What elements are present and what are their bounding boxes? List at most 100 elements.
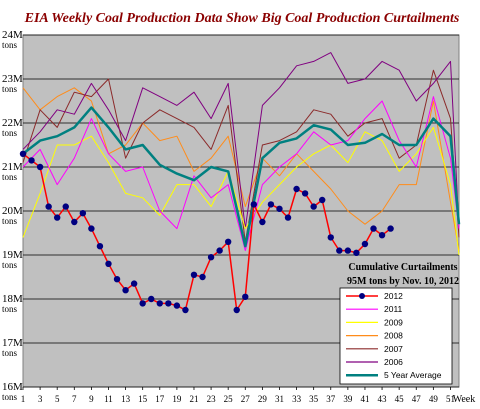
point-2012: [190, 271, 198, 278]
point-2012: [122, 287, 129, 294]
y-tick-unit: tons: [2, 392, 18, 402]
x-tick-label: 17: [155, 394, 165, 404]
x-axis: 1 3 5 7 9 11 13 15 17 19 21 23 25 27 29 31 33 35 37 39 41 43 4…: [21, 387, 455, 404]
x-tick-label: 25: [224, 394, 234, 404]
y-tick-unit: tons: [2, 172, 18, 182]
point-2012: [28, 157, 35, 164]
point-2012: [165, 300, 172, 307]
x-tick-label: 41: [360, 394, 369, 404]
point-2012: [19, 150, 27, 157]
x-tick-label: 11: [104, 394, 113, 404]
point-2012: [113, 276, 121, 283]
point-2012: [378, 232, 386, 239]
point-2012: [62, 203, 69, 210]
x-tick-label: 23: [207, 394, 217, 404]
y-axis: 16Mtons17Mtons18Mtons19Mtons20Mtons21Mto…: [2, 29, 23, 402]
point-2012: [130, 280, 138, 287]
x-axis-label: Week: [453, 394, 476, 405]
series-line-2008: [22, 87, 460, 251]
point-2012: [199, 273, 206, 281]
legend-label: 5 Year Average: [384, 370, 442, 380]
x-tick-label: 13: [121, 394, 131, 404]
series-lines: [19, 52, 461, 314]
series-line-5-year-average: [22, 106, 461, 248]
legend-marker: [359, 293, 365, 299]
point-2012: [96, 243, 104, 250]
y-tick-unit: tons: [2, 128, 18, 138]
x-tick-label: 5: [55, 394, 60, 404]
series-line-2011: [22, 96, 460, 252]
point-2012: [216, 247, 223, 254]
point-2012: [148, 295, 155, 303]
y-tick-label: 22M: [2, 117, 23, 129]
point-2012: [353, 249, 360, 256]
point-2012: [71, 218, 78, 226]
x-tick-label: 9: [89, 394, 94, 404]
x-tick-label: 19: [172, 394, 182, 404]
x-tick-label: 33: [292, 394, 302, 404]
x-tick-label: 47: [412, 394, 422, 404]
point-2012: [173, 302, 181, 309]
point-2012: [344, 247, 352, 254]
point-2012: [105, 260, 112, 267]
y-tick-unit: tons: [2, 348, 18, 358]
x-tick-label: 29: [258, 394, 268, 404]
point-2012: [293, 185, 300, 193]
x-tick-label: 39: [343, 394, 353, 404]
y-tick-unit: tons: [2, 216, 18, 226]
series-line-2009: [22, 126, 460, 256]
x-tick-label: 43: [378, 394, 388, 404]
point-2012: [370, 225, 377, 232]
x-tick-label: 49: [429, 394, 439, 404]
x-tick-label: 27: [241, 394, 251, 404]
point-2012: [45, 203, 52, 210]
legend: 2012 2011 2009 2008 2007 2006 5 Year Average: [339, 287, 453, 385]
y-tick-label: 24M: [2, 29, 23, 41]
point-2012: [259, 218, 266, 226]
point-2012: [250, 201, 258, 208]
x-tick-label: 7: [72, 394, 77, 404]
legend-label: 2012: [384, 291, 403, 301]
point-2012: [88, 225, 95, 232]
legend-label: 2007: [384, 344, 403, 354]
point-2012: [327, 234, 334, 241]
y-tick-label: 21M: [2, 161, 23, 173]
x-tick-label: 51: [446, 394, 455, 404]
chart-title: EIA Weekly Coal Production Data Show Big…: [24, 11, 460, 26]
point-2012: [387, 225, 394, 232]
legend-label: 2009: [384, 317, 403, 327]
point-2012: [53, 214, 61, 221]
y-tick-label: 16M: [2, 381, 23, 393]
point-2012: [79, 210, 87, 217]
legend-label: 2011: [384, 304, 403, 314]
y-tick-unit: tons: [2, 260, 18, 270]
point-2012: [310, 203, 317, 210]
y-tick-label: 17M: [2, 337, 23, 349]
point-2012: [139, 300, 146, 307]
y-tick-label: 18M: [2, 293, 23, 305]
y-tick-label: 20M: [2, 205, 23, 217]
x-tick-label: 37: [326, 394, 336, 404]
annotation-line-1: Cumulative Curtailments: [348, 262, 457, 273]
x-tick-label: 21: [189, 394, 198, 404]
y-tick-label: 19M: [2, 249, 23, 261]
point-2012: [301, 190, 309, 197]
point-2012: [156, 300, 163, 307]
grid-lines: [23, 34, 459, 388]
x-tick-label: 3: [38, 394, 43, 404]
y-tick-label: 23M: [2, 73, 23, 85]
point-2012: [36, 163, 44, 171]
annotation-line-2: 95M tons by Nov. 10, 2012: [347, 276, 459, 287]
x-tick-label: 15: [138, 394, 148, 404]
point-2012: [336, 247, 343, 254]
point-2012: [182, 306, 189, 314]
x-tick-label: 31: [275, 394, 284, 404]
legend-label: 2006: [384, 357, 403, 367]
point-2012: [361, 240, 369, 248]
legend-label: 2008: [384, 331, 403, 341]
point-2012: [276, 205, 283, 212]
point-2012: [319, 196, 326, 204]
y-tick-unit: tons: [2, 40, 18, 50]
annotation: Cumulative Curtailments 95M tons by Nov.…: [347, 262, 459, 287]
